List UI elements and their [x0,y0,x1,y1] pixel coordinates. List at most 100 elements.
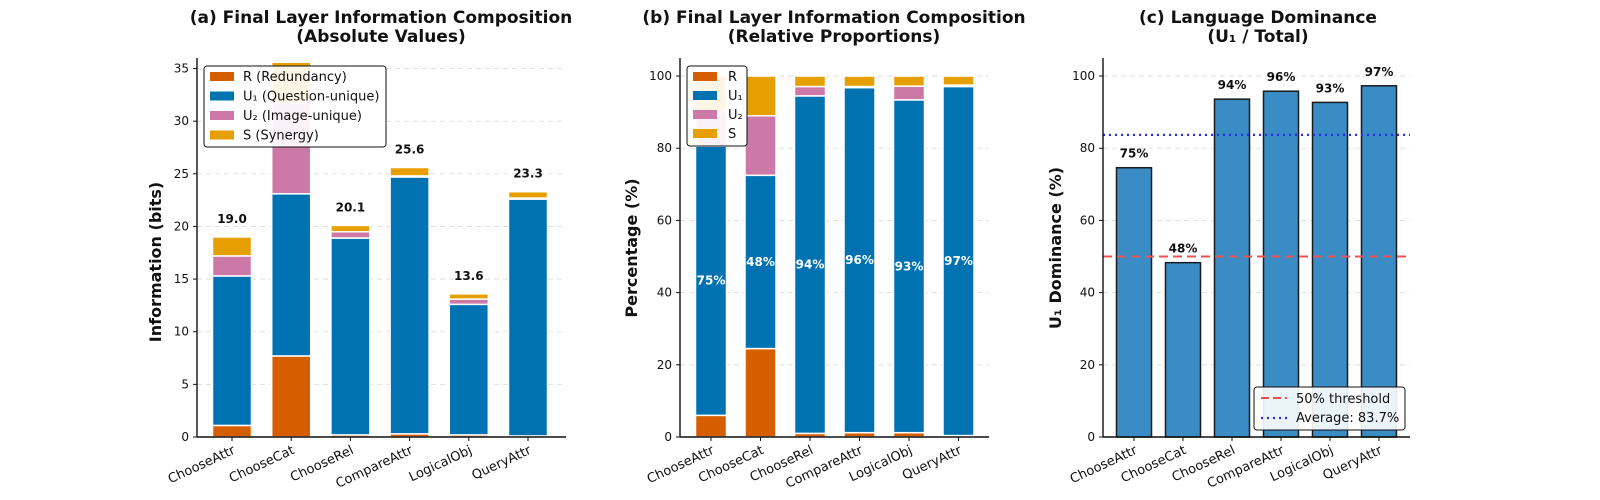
y-tick-label: 40 [1080,286,1095,300]
bar-segment-u1-logicalobj [892,99,926,434]
percent-label-chooserel: 94% [796,258,825,272]
dominance-label-compareattr: 96% [1267,70,1296,84]
bar-segment-u1-compareattr [389,176,430,435]
panel-c-y-ticks: 0 20 40 60 80 100 [1072,69,1103,444]
bar-segment-u1-queryattr [507,198,549,437]
panel-c: (c) Language Dominance (U₁ / Total) U₁ D… [1046,8,1410,492]
bar-segment-s-logicalobj [892,75,926,87]
x-tick-label-queryattr: QueryAttr [470,443,535,484]
dominance-label-chooseattr: 75% [1120,147,1149,161]
dominance-bar-compareattr [1262,90,1300,438]
panel-a: (a) Final Layer Information Composition … [146,8,572,492]
bar-segment-u2-chooseattr [211,255,253,277]
legend-swatch-u1 [210,91,234,101]
bar-segment-u2-logicalobj [892,85,926,101]
y-tick-label: 0 [664,430,672,444]
bar-segment-u1-choosecat [270,193,312,357]
bar-segment-r-choosecat [270,355,312,438]
bar-segment-s-chooserel [793,75,827,88]
y-tick-label: 35 [174,62,189,76]
panel-b-legend-box [686,65,748,147]
panel-c-gridlines [1103,75,1410,366]
bar-segment-u1-chooserel [793,95,827,435]
dominance-label-chooserel: 94% [1218,78,1247,92]
bar-segment-u1-queryattr [942,85,975,437]
panel-b-legend: R U₁ U₂ S [686,65,748,147]
bar-segment-u2-chooserel [793,85,827,97]
percent-label-chooseattr: 75% [697,274,726,288]
x-tick-label-logicalobj: LogicalObj [407,443,475,485]
dominance-bar-logicalobj [1311,101,1349,438]
bar-segment-s-chooserel [330,224,371,233]
y-tick-label: 25 [174,167,189,181]
panel-a-y-axis-label: Information (bits) [146,182,165,342]
panel-a-legend-box [203,65,387,148]
panel-a-title-line1: (a) Final Layer Information Composition [190,8,573,28]
total-label-compareattr: 25.6 [395,142,425,156]
dominance-bar-choosecat [1164,261,1202,438]
y-tick-label: 0 [181,430,189,444]
total-label-queryattr: 23.3 [513,167,543,181]
panel-b: (b) Final Layer Information Composition … [622,8,1026,492]
legend-label-u2: U₂ (Image-unique) [243,109,362,124]
panel-b-y-axis-label: Percentage (%) [622,178,641,317]
legend-label-u2: U₂ [728,108,743,123]
y-tick-label: 80 [657,141,672,155]
panel-c-x-ticks: ChooseAttrChooseCatChooseRelCompareAttrL… [1068,437,1385,492]
panel-b-gridlines [680,75,989,366]
legend-swatch-r [693,72,717,81]
bar-segment-s-logicalobj [448,293,490,300]
bar-segment-s-queryattr [942,75,975,86]
legend-swatch-u1 [693,91,717,100]
panel-a-total-labels: 19.0 20.1 25.6 13.6 23.3 [217,142,543,282]
bar-segment-s-chooseattr [211,236,253,257]
panel-b-title-line1: (b) Final Layer Information Composition [642,8,1025,28]
bar-segment-s-queryattr [507,190,549,199]
x-tick-label-choosecat: ChooseCat [227,443,297,486]
panel-c-legend-box [1253,386,1406,431]
dominance-label-choosecat: 48% [1169,242,1198,256]
bar-segment-u1-logicalobj [448,303,490,436]
panel-b-title-line2: (Relative Proportions) [728,27,941,47]
legend-label-u1: U₁ (Question-unique) [243,90,379,105]
dominance-bar-chooserel [1213,98,1251,438]
dominance-label-logicalobj: 93% [1316,81,1345,95]
bar-segment-s-compareattr [843,75,876,88]
legend-swatch-r [210,72,234,81]
y-tick-label: 100 [649,69,672,83]
legend-average-label: Average: 83.7% [1296,411,1399,426]
bar-segment-u2-logicalobj [448,298,490,306]
panel-a-y-ticks: 0 5 10 15 20 25 30 35 [174,62,197,444]
y-tick-label: 60 [657,213,672,227]
panel-c-percentage-labels: 75% 48% 94% 96% 93% 97% [1120,65,1394,256]
y-tick-label: 0 [1087,430,1095,444]
panel-a-title-line2: (Absolute Values) [296,27,465,47]
legend-swatch-s [693,129,717,138]
y-tick-label: 20 [1080,358,1095,372]
panel-a-legend: R (Redundancy) U₁ (Question-unique) U₂ (Im… [203,65,387,148]
panel-c-title-line1: (c) Language Dominance [1139,8,1377,28]
bar-segment-r-chooseattr [211,424,253,438]
y-tick-label: 10 [174,325,189,339]
y-tick-label: 30 [174,114,189,128]
bar-segment-u1-chooseattr [211,275,253,427]
dominance-label-queryattr: 97% [1365,65,1394,79]
panel-b-percentage-labels: 75% 48% 94% 96% 93% 97% [697,253,973,288]
legend-swatch-s [210,130,234,140]
total-label-chooseattr: 19.0 [217,212,247,226]
panel-c-legend: 50% threshold Average: 83.7% [1253,386,1406,431]
panel-a-x-ticks: ChooseAttrChooseCatChooseRelCompareAttrL… [166,437,534,492]
percent-label-queryattr: 97% [944,254,973,268]
bar-segment-u1-choosecat [744,174,777,350]
panel-b-y-ticks: 0 20 40 60 80 100 [649,69,680,444]
dominance-bar-queryattr [1360,85,1398,438]
y-tick-label: 80 [1080,141,1095,155]
panel-b-x-ticks: ChooseAttrChooseCatChooseRelCompareAttrL… [645,437,965,492]
legend-label-s: S [728,127,736,142]
total-label-chooserel: 20.1 [336,200,366,214]
panel-b-bars [694,75,975,438]
x-tick-label-chooseattr: ChooseAttr [166,443,238,487]
panel-a-bars [211,61,549,438]
bar-segment-s-choosecat [744,75,777,117]
bar-segment-u2-choosecat [744,115,777,177]
